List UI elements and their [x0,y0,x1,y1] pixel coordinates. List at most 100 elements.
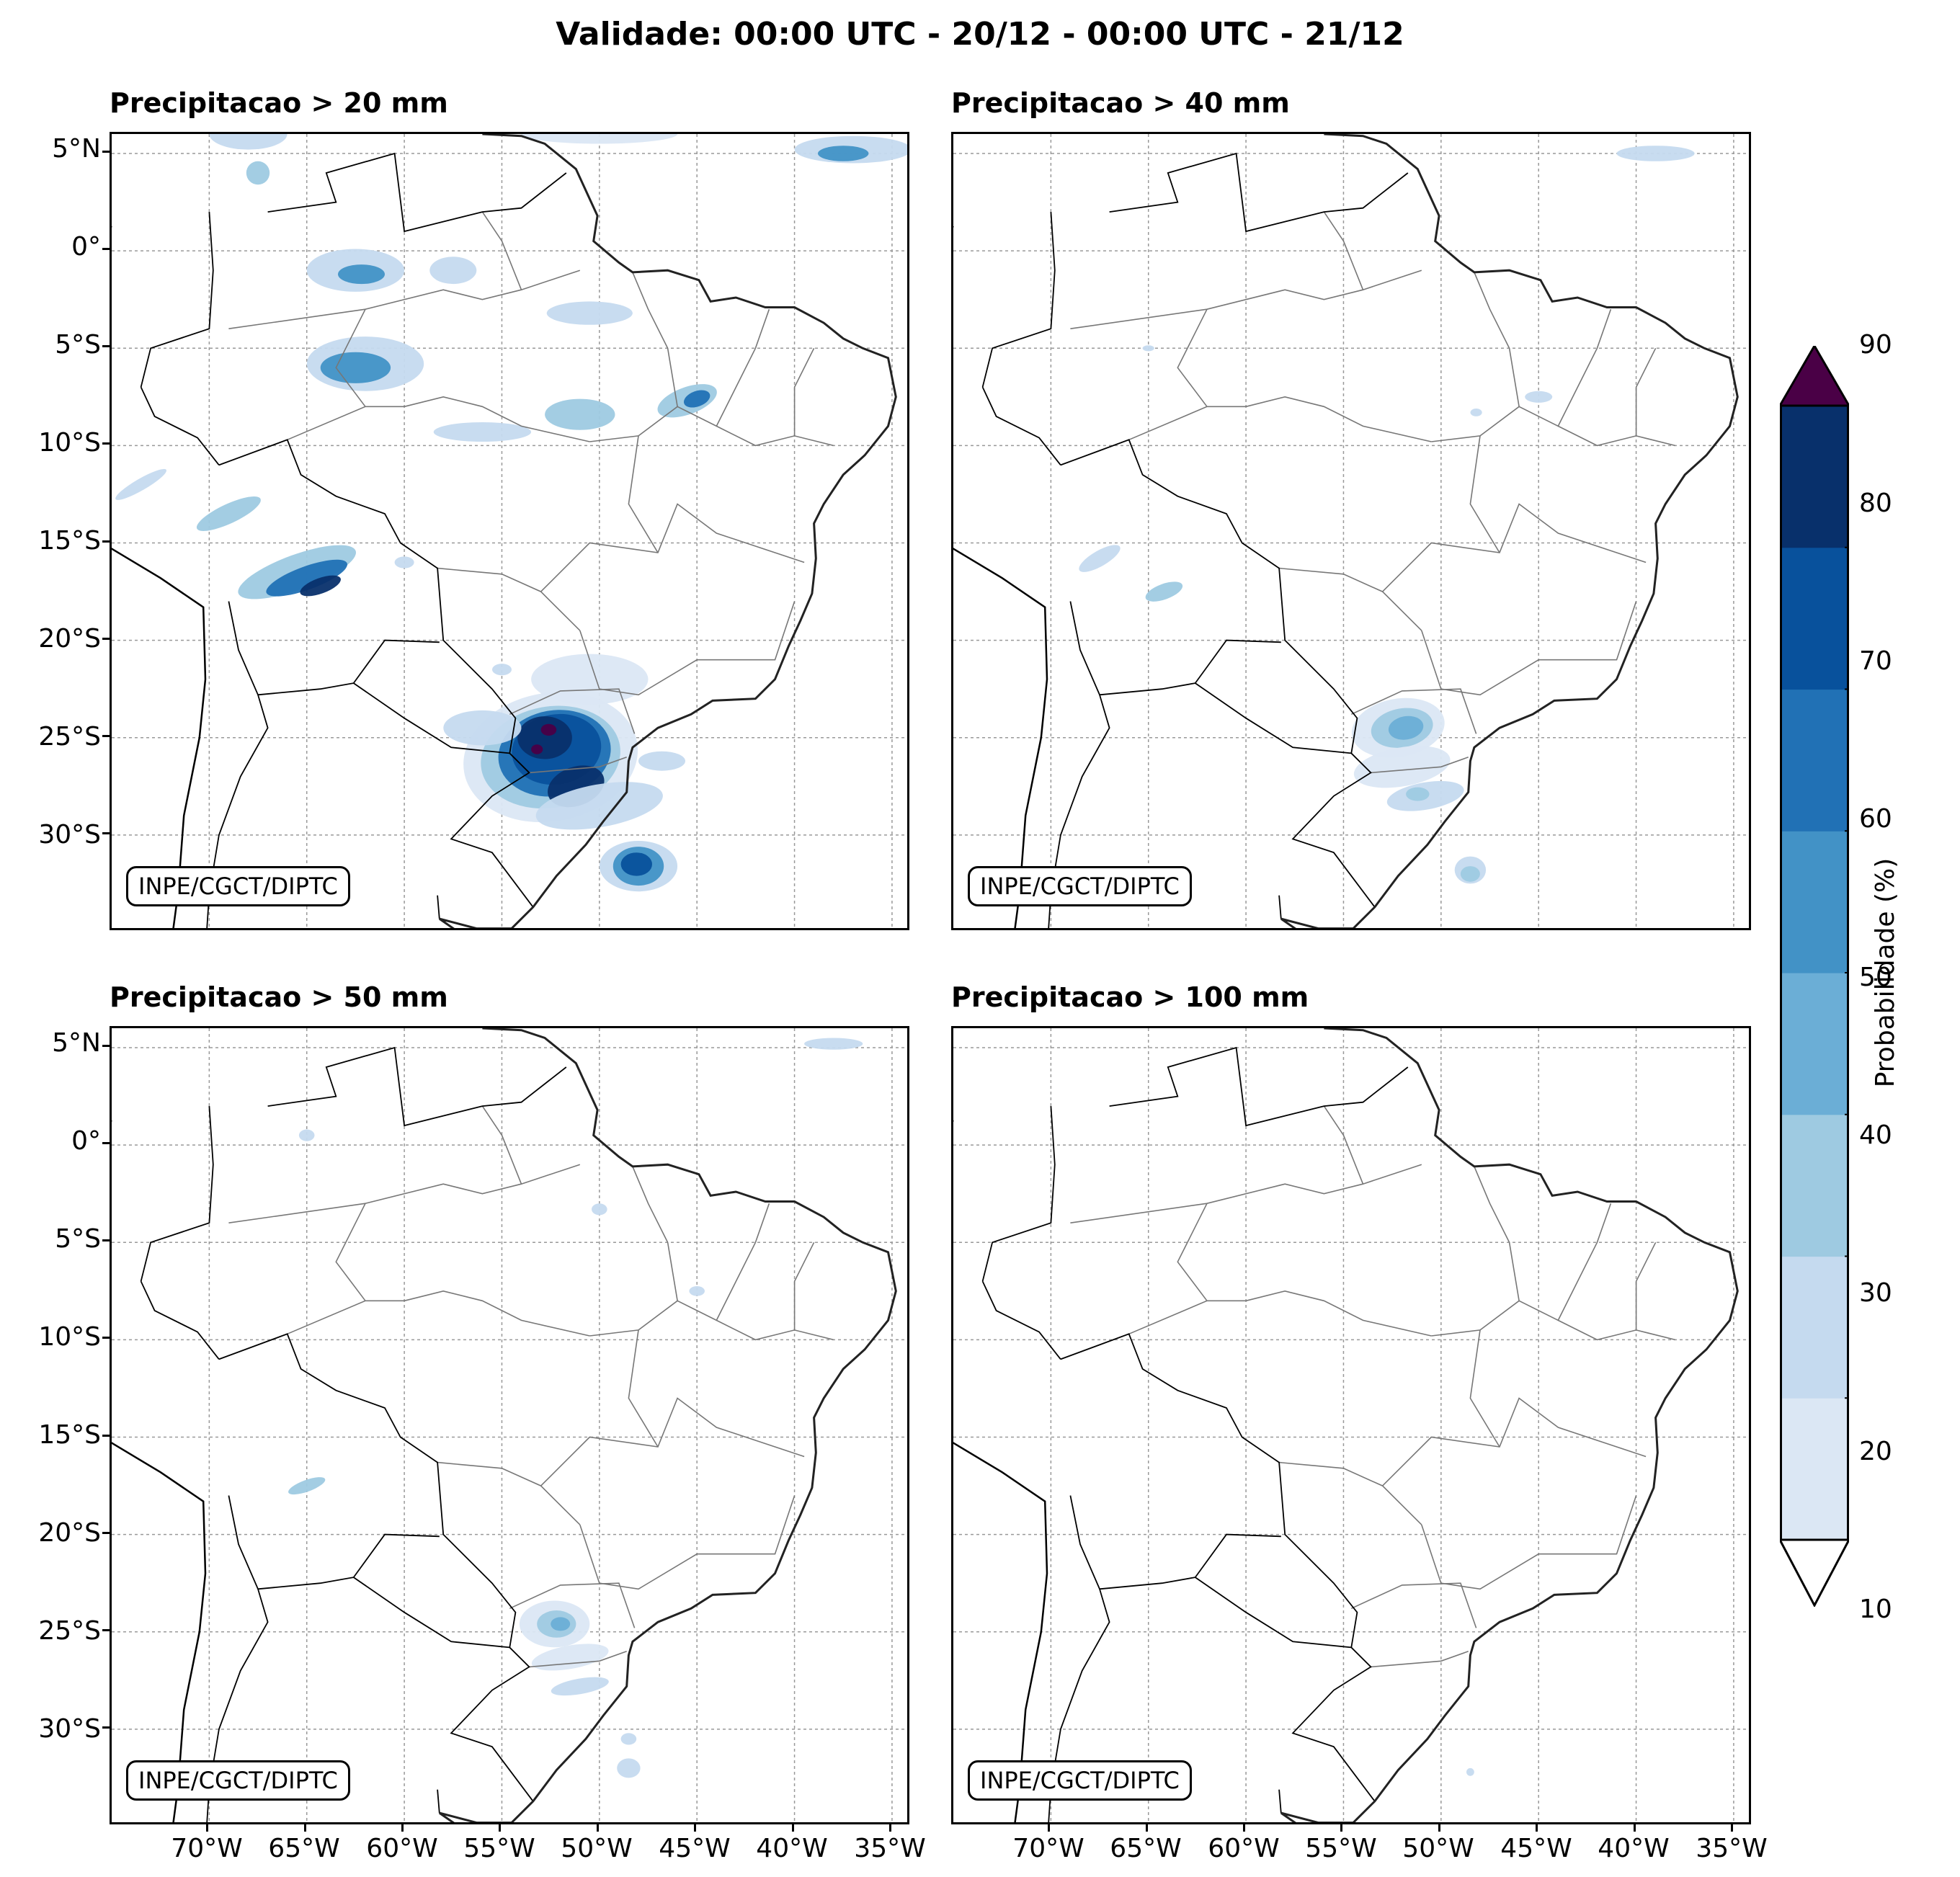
state-border [1070,269,1422,329]
state-border [1371,1651,1469,1668]
map-panel-40mm: Precipitacao > 40 mm INPE/CGCT/DIPTC [951,87,1751,930]
axis-tick [102,1337,110,1339]
axis-tick [888,1824,891,1832]
lon-label: 35°W [1696,1834,1768,1863]
probability-area [443,710,522,746]
state-border [1431,1300,1675,1341]
map-canvas [112,1028,907,1822]
axis-tick [1243,1824,1246,1832]
probability-area [1406,787,1430,801]
state-border [579,1495,796,1590]
axis-tick [102,540,110,543]
probability-area [592,1203,607,1216]
country-border [140,212,214,388]
pacific-coastline [112,1120,207,1822]
axis-tick [102,832,110,834]
lon-label: 45°W [659,1834,731,1863]
probability-area [1388,715,1424,740]
lon-label: 55°W [463,1834,535,1863]
map-frame: INPE/CGCT/DIPTC [951,1026,1751,1824]
axis-tick [401,1824,404,1832]
map-canvas [112,134,907,928]
country-border [981,386,1061,465]
state-border [1382,503,1647,592]
country-border [353,682,510,754]
state-border [1382,1397,1647,1486]
axis-tick [102,1045,110,1048]
atlantic-coastline [1280,134,1739,928]
probability-area [298,1129,315,1141]
probability-area [1460,866,1480,882]
probability-area [545,398,615,430]
probability-area [492,664,512,676]
axis-tick [1633,1824,1636,1832]
state-border [628,1329,659,1448]
state-border [529,1651,627,1668]
atlantic-coastline [1280,1028,1739,1822]
probability-area [689,1286,705,1296]
probability-area [196,496,261,531]
country-border [1109,1046,1409,1127]
probability-area [1616,146,1695,161]
country-border [1060,439,1376,908]
probability-area [546,301,633,325]
country-border [140,1106,214,1282]
probability-area [620,1733,637,1745]
probability-area [638,751,685,771]
colorbar-bin [1780,1398,1849,1541]
lat-label: 20°S [38,1518,101,1548]
colorbar-tick-label: 60 [1859,804,1892,834]
axis-tick [1730,1824,1733,1832]
lat-label: 0° [71,232,101,262]
panel-title: Precipitacao > 100 mm [951,981,1309,1013]
axis-tick [206,1824,209,1832]
state-border [335,1203,366,1301]
colorbar-tick-label: 80 [1859,489,1892,518]
state-border [481,1105,522,1185]
lat-label: 30°S [38,820,101,850]
probability-area [246,161,270,185]
colorbar-tick-label: 10 [1859,1595,1892,1624]
colorbar-tick-label: 50 [1859,963,1892,992]
lon-label: 50°W [561,1834,633,1863]
colorbar-tick-label: 90 [1859,330,1892,360]
colorbar-tick-label: 70 [1859,646,1892,676]
state-border [589,1300,834,1341]
state-border [529,757,627,774]
state-border [632,1166,678,1301]
atlantic-coastline [438,1028,897,1822]
state-border [228,269,581,329]
pacific-coastline [112,226,207,928]
state-border [1474,1166,1520,1301]
country-border [981,1280,1061,1360]
probability-area [266,559,347,597]
lat-label: 25°S [38,1616,101,1646]
colorbar-tick-label: 20 [1859,1437,1892,1466]
lat-label: 5°S [55,1224,101,1254]
probability-area [300,575,341,597]
probability-area [209,134,288,150]
axis-tick [1536,1824,1538,1832]
pacific-coastline [953,226,1048,928]
probability-area [620,852,652,876]
state-border [632,272,678,407]
country-border [1278,895,1282,919]
state-border [1128,406,1247,441]
colorbar-over-extend [1780,346,1849,407]
colorbar-bin [1780,1256,1849,1399]
colorbar-bin [1780,689,1849,832]
probability-area [818,146,869,161]
axis-tick [102,442,110,445]
country-border [257,639,440,696]
probability-area [320,352,391,383]
state-border [1421,1495,1637,1590]
lat-label: 15°S [38,1420,101,1450]
lon-label: 40°W [1598,1834,1670,1863]
probability-area [531,1644,609,1671]
axis-tick [102,248,110,251]
country-border [1060,1333,1376,1802]
state-border [437,1461,581,1525]
lon-label: 65°W [268,1834,340,1863]
axis-tick [1340,1824,1343,1832]
state-border [287,406,405,441]
